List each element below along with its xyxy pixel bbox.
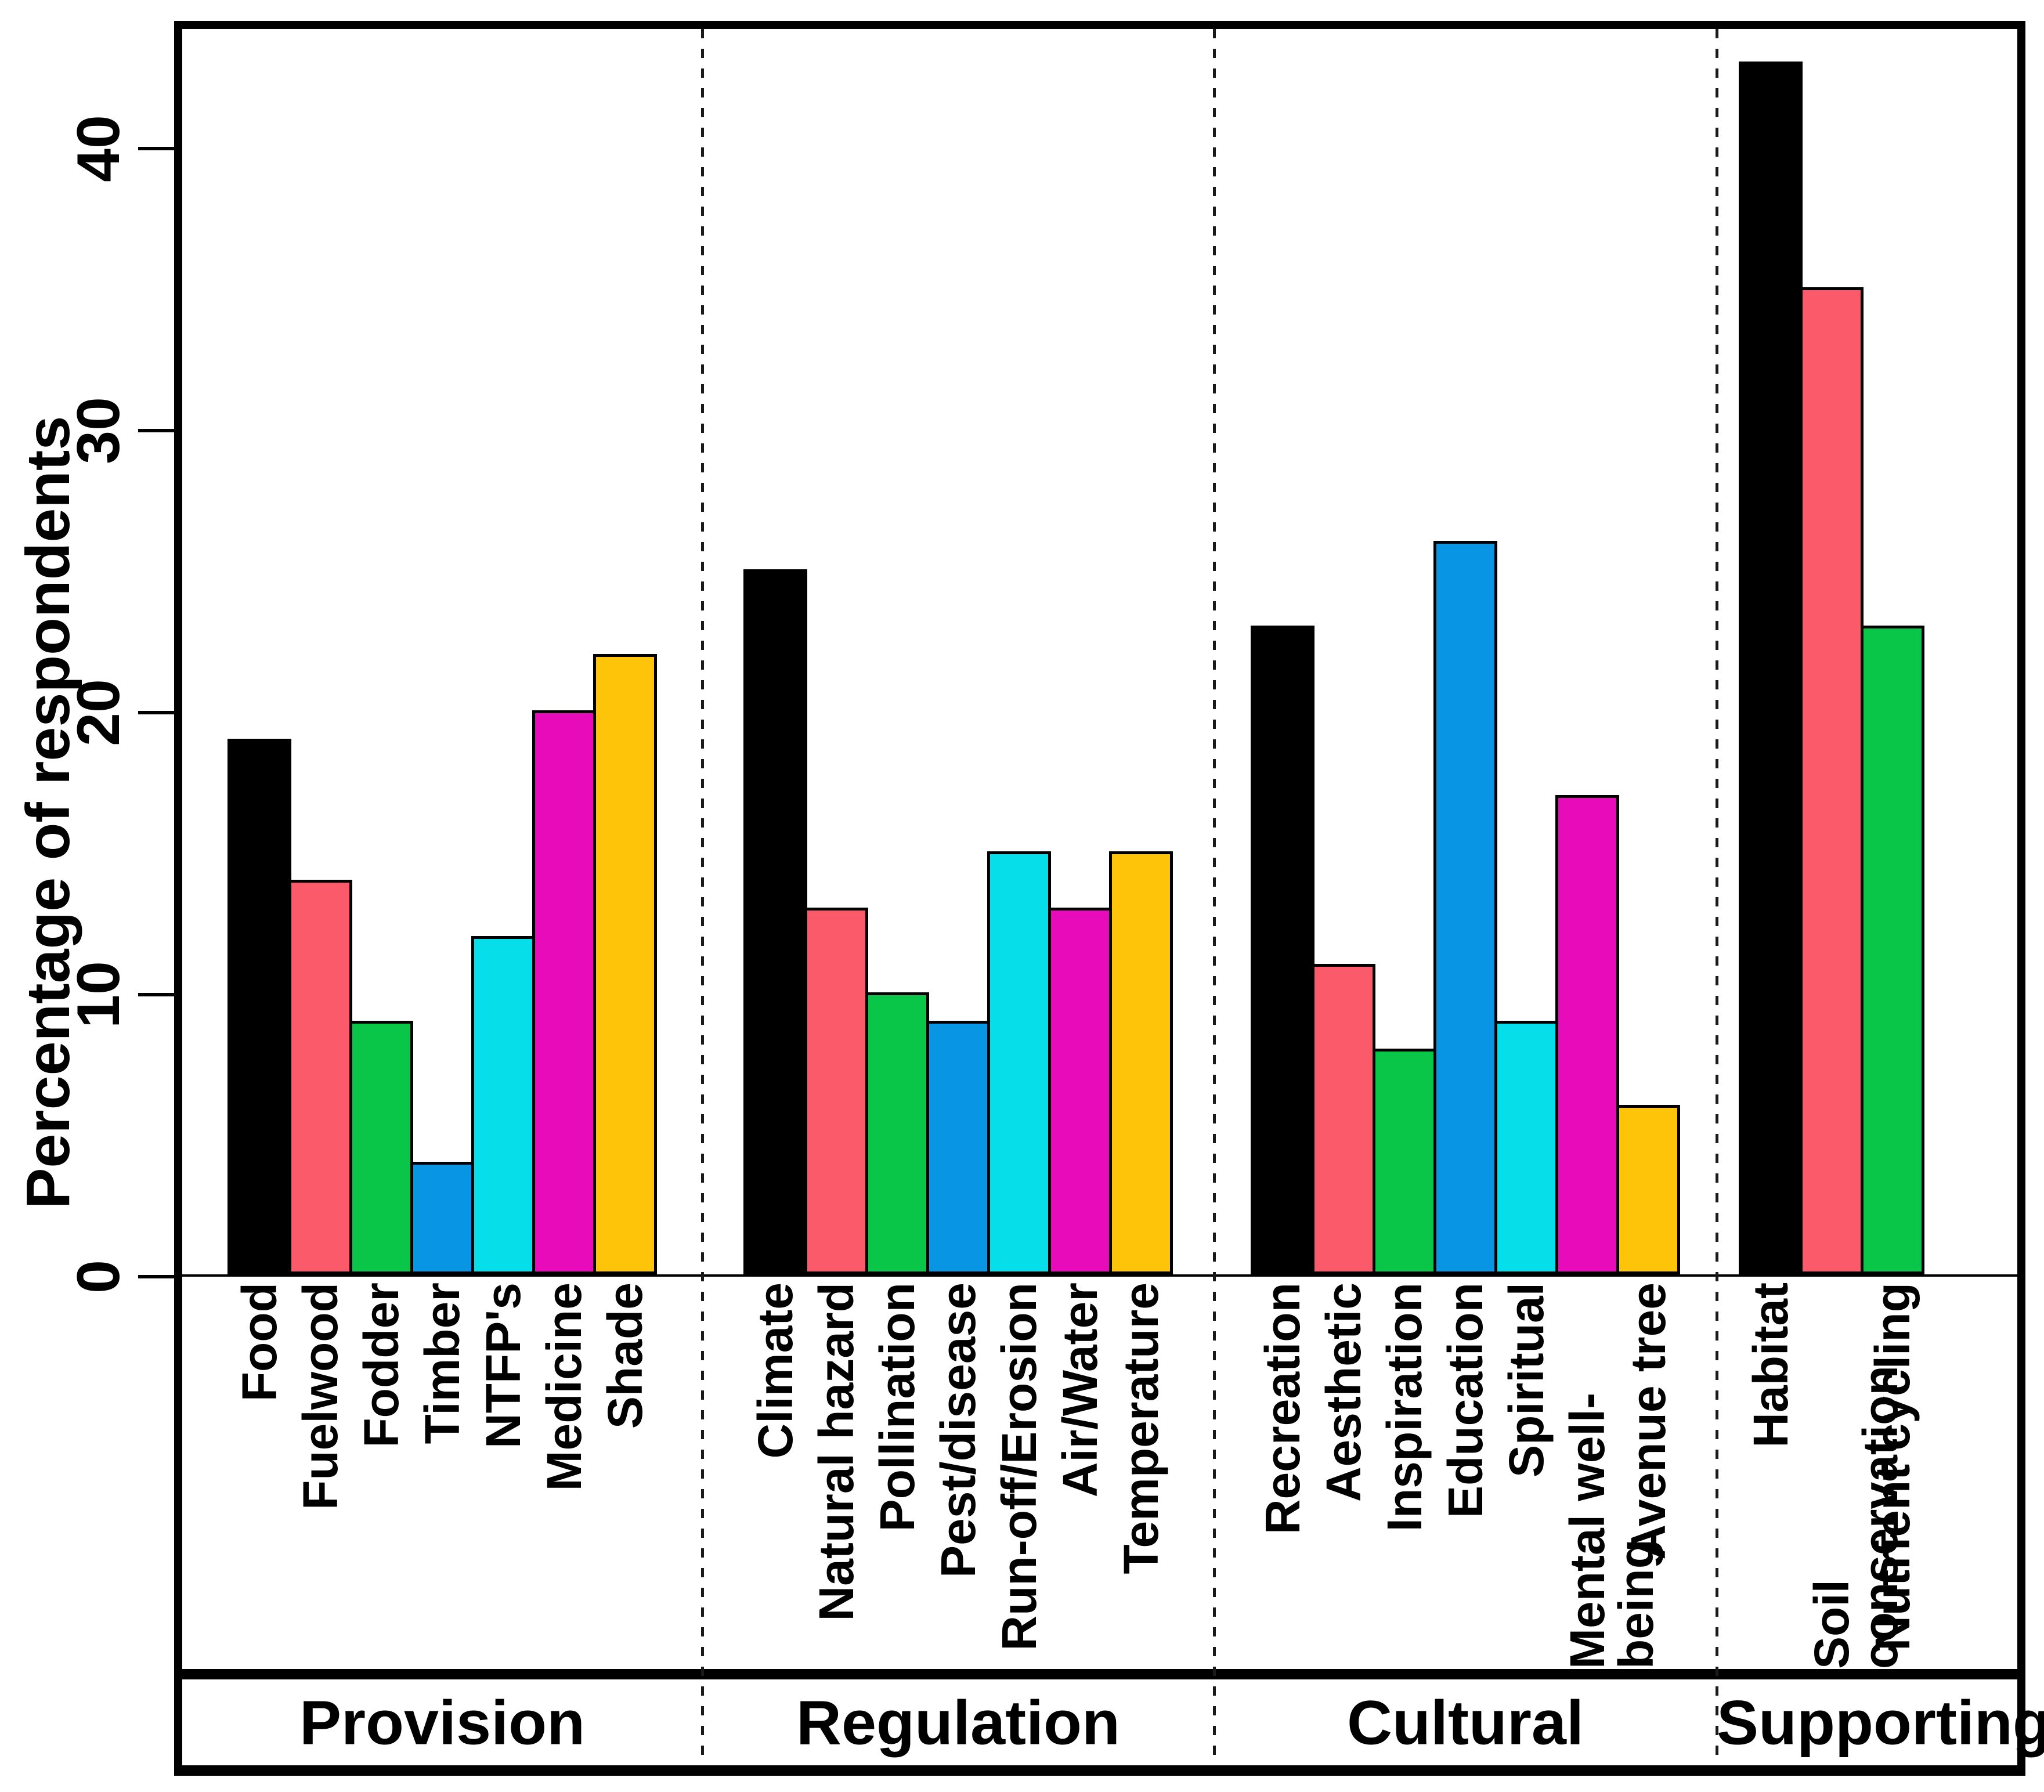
- separator-regulation-cultural: [1213, 29, 1216, 1765]
- x-label-aesthetic: Aesthetic: [1316, 1282, 1371, 1502]
- bar-natural-hazard: [804, 908, 868, 1274]
- x-label-ntfp-s: NTFP's: [476, 1282, 530, 1449]
- bar-group-cultural: [1214, 29, 1717, 1274]
- x-axis-labels: Food Fuelwood Fodder Timber NTFP's Medicine Sh…: [182, 1279, 2017, 1669]
- group-label-provision: Provision: [299, 1687, 586, 1758]
- x-label-climate: Climate: [748, 1282, 803, 1459]
- y-tick-label-20: 20: [65, 679, 132, 746]
- x-label-pest-disease: Pest/disease: [931, 1282, 985, 1578]
- group-label-regulation: Regulation: [796, 1687, 1120, 1758]
- x-label-temperature: Temperature: [1114, 1282, 1168, 1574]
- y-tick-label-0: 0: [65, 1260, 132, 1294]
- bar-recreation: [1251, 626, 1314, 1274]
- group-band-top-line: [182, 1669, 2017, 1679]
- x-label-run-off-erosion: Run-off/Erosion: [992, 1282, 1046, 1651]
- bar-timber: [410, 1162, 474, 1274]
- group-band: Provision Regulation Cultural Supporting: [182, 1679, 2044, 1765]
- y-tick-20: [138, 711, 174, 714]
- bar-ntfp-s: [471, 936, 535, 1274]
- x-label-fuelwood: Fuelwood: [293, 1282, 348, 1510]
- x-label-fodder: Fodder: [354, 1282, 409, 1448]
- bar-run-off-erosion: [987, 851, 1051, 1274]
- bar-mental-well-being: [1555, 795, 1619, 1274]
- bar-fuelwood: [288, 880, 352, 1274]
- bar-spiritual: [1494, 1021, 1558, 1274]
- bar-avenue-tree: [1616, 1105, 1680, 1274]
- bar-group-supporting: [1717, 29, 2017, 1274]
- x-label-spiritual: Spiritual: [1499, 1282, 1554, 1478]
- y-tick-10: [138, 993, 174, 996]
- group-label-supporting: Supporting: [1717, 1687, 2044, 1758]
- y-tick-label-40: 40: [65, 115, 132, 182]
- x-label-habitat: Habitat: [1743, 1282, 1798, 1448]
- y-tick-0: [138, 1275, 174, 1278]
- bar-temperature: [1109, 851, 1173, 1274]
- bar-pollination: [865, 992, 929, 1274]
- bar-soil-conservation: [1800, 287, 1864, 1274]
- x-label-shade: Shade: [598, 1282, 652, 1429]
- x-label-inspiration: Inspiration: [1377, 1282, 1432, 1532]
- bar-shade: [593, 654, 657, 1274]
- x-label-timber: Timber: [415, 1282, 470, 1444]
- separator-cultural-supporting: [1716, 29, 1718, 1765]
- x-label-avenue-tree: Avenue tree: [1621, 1282, 1675, 1560]
- bar-habitat: [1739, 62, 1803, 1274]
- bar-air-water: [1048, 908, 1112, 1274]
- bar-inspiration: [1373, 1049, 1436, 1274]
- separator-provision-regulation: [701, 29, 704, 1765]
- x-label-medicine: Medicine: [537, 1282, 591, 1491]
- y-tick-label-10: 10: [65, 961, 132, 1028]
- y-tick-30: [138, 429, 174, 432]
- bar-group-provision: [182, 29, 702, 1274]
- y-tick-40: [138, 147, 174, 150]
- bar-climate: [743, 569, 807, 1274]
- y-axis-title: Percentage of respondents: [14, 416, 82, 1209]
- bar-pest-disease: [926, 1021, 990, 1274]
- x-label-pollination: Pollination: [870, 1282, 925, 1532]
- bar-medicine: [532, 710, 596, 1274]
- x-label-air-water: Air/Water: [1053, 1282, 1107, 1498]
- bar-education: [1433, 541, 1497, 1274]
- x-label-nutrient-cycling: Nutrient cycling: [1865, 1282, 1920, 1651]
- x-label-recreation: Recreation: [1255, 1282, 1310, 1535]
- bar-food: [227, 739, 291, 1274]
- x-label-food: Food: [232, 1282, 287, 1402]
- x-label-natural-hazard: Natural hazard: [809, 1282, 864, 1621]
- bar-aesthetic: [1312, 964, 1375, 1274]
- bar-fodder: [349, 1021, 413, 1274]
- bar-nutrient-cycling: [1861, 626, 1924, 1274]
- bar-group-regulation: [702, 29, 1214, 1274]
- plot-area: [182, 29, 2017, 1277]
- plot-box: Food Fuelwood Fodder Timber NTFP's Medicine Sh…: [174, 21, 2044, 1776]
- x-label-education: Education: [1438, 1282, 1493, 1519]
- y-tick-label-30: 30: [65, 397, 132, 464]
- group-label-cultural: Cultural: [1346, 1687, 1584, 1758]
